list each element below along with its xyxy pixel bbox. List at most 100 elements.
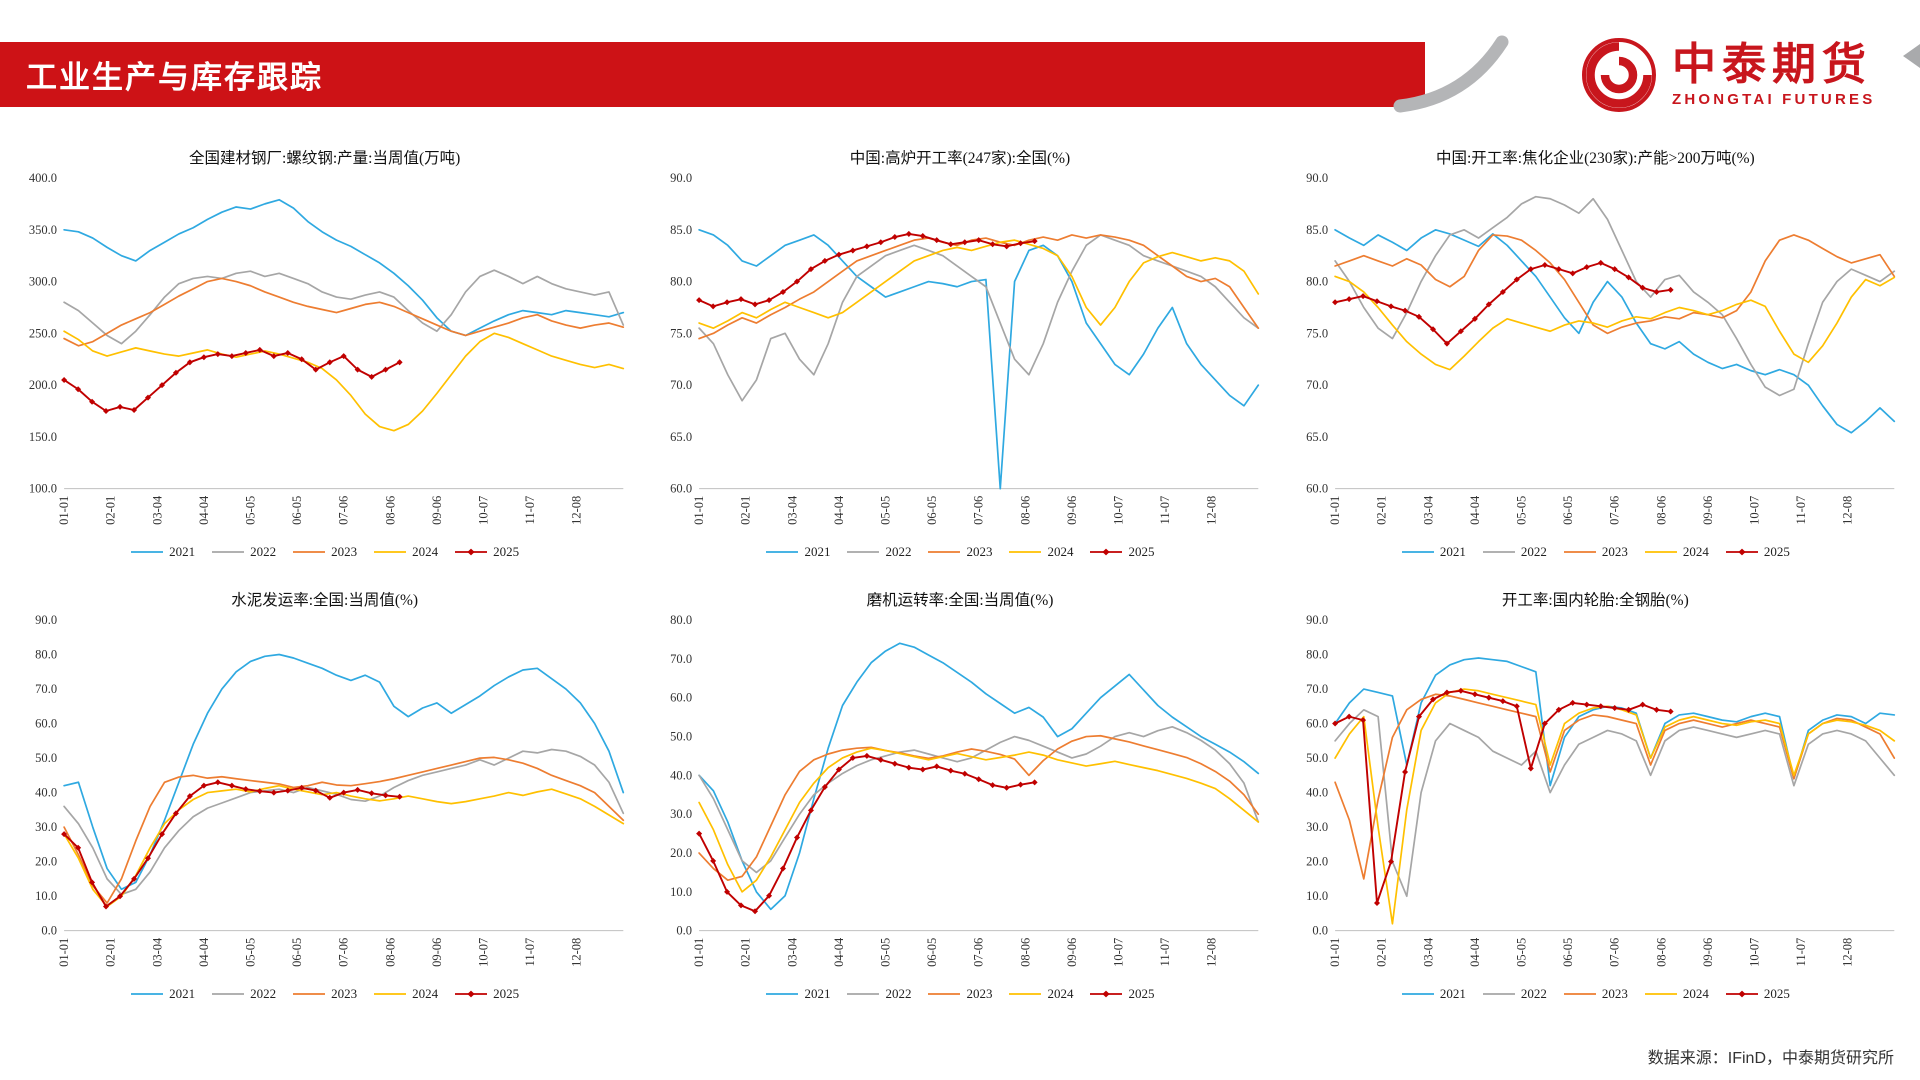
svg-text:40.0: 40.0 xyxy=(35,785,57,799)
legend-label: 2024 xyxy=(1047,985,1074,1001)
legend-swatch-icon xyxy=(1090,548,1123,556)
svg-text:02-01: 02-01 xyxy=(104,496,118,525)
chart-plot: 60.0 65.0 70.0 75.0 80.0 85.0 90.0 01-01 02-01 03… xyxy=(1306,171,1895,525)
legend-label: 2023 xyxy=(331,985,358,1001)
legend-item-2021: 2021 xyxy=(765,986,830,1002)
svg-text:07-06: 07-06 xyxy=(337,496,351,525)
legend-label: 2025 xyxy=(1128,543,1155,559)
svg-text:200.0: 200.0 xyxy=(29,378,57,392)
legend-swatch-icon xyxy=(928,992,961,995)
company-logo: 中泰期货 ZHONGTAI FUTURES xyxy=(1580,36,1875,114)
logo-text: 中泰期货 ZHONGTAI FUTURES xyxy=(1672,43,1876,108)
legend-item-2025: 2025 xyxy=(1089,986,1154,1002)
chart-legend: 2021 2022 2023 2024 2025 xyxy=(14,986,635,1002)
svg-text:05-05: 05-05 xyxy=(879,937,893,966)
legend-swatch-icon xyxy=(212,550,245,553)
legend-label: 2024 xyxy=(412,985,439,1001)
svg-text:0.0: 0.0 xyxy=(1312,923,1328,937)
svg-text:20.0: 20.0 xyxy=(1306,854,1328,868)
svg-text:03-04: 03-04 xyxy=(1421,937,1435,967)
svg-text:40.0: 40.0 xyxy=(671,768,693,782)
chart-title: 中国:高炉开工率(247家):全国(%) xyxy=(849,150,1071,167)
legend-item-2022: 2022 xyxy=(846,544,911,560)
svg-text:07-06: 07-06 xyxy=(972,496,986,525)
svg-text:11-07: 11-07 xyxy=(1794,496,1808,525)
chart-plot: 0.0 10.0 20.0 30.0 40.0 50.0 60.0 70.0 80.0 90.0 0… xyxy=(1306,613,1895,967)
svg-text:09-06: 09-06 xyxy=(1065,496,1079,525)
chart-title: 全国建材钢厂:螺纹钢:产量:当周值(万吨) xyxy=(189,150,461,167)
legend-swatch-icon xyxy=(1725,990,1758,997)
svg-text:20.0: 20.0 xyxy=(671,846,693,860)
svg-text:100.0: 100.0 xyxy=(29,482,57,496)
legend-label: 2021 xyxy=(169,985,196,1001)
legend-label: 2025 xyxy=(1763,543,1790,559)
svg-text:05-05: 05-05 xyxy=(1514,937,1528,966)
svg-text:02-01: 02-01 xyxy=(739,937,753,966)
legend-swatch-icon xyxy=(1725,548,1758,556)
svg-text:05-05: 05-05 xyxy=(244,937,258,966)
svg-text:09-06: 09-06 xyxy=(1065,937,1079,966)
legend-label: 2024 xyxy=(1682,543,1709,559)
svg-text:06-05: 06-05 xyxy=(1561,496,1575,525)
svg-text:50.0: 50.0 xyxy=(671,729,693,743)
legend-label: 2024 xyxy=(1682,985,1709,1001)
charts-grid: 全国建材钢厂:螺纹钢:产量:当周值(万吨) 100.0 150.0 200.0 250… xyxy=(14,146,1906,1002)
chart-tire-operating-rate: 开工率:国内轮胎:全钢胎(%) 0.0 10.0 20.0 30.0 40.0 50.0 6… xyxy=(1285,588,1906,1002)
legend-label: 2021 xyxy=(804,543,831,559)
svg-text:0.0: 0.0 xyxy=(41,923,57,937)
legend-item-2021: 2021 xyxy=(1401,986,1466,1002)
legend-label: 2021 xyxy=(1439,543,1466,559)
svg-text:07-06: 07-06 xyxy=(972,937,986,966)
legend-label: 2021 xyxy=(804,985,831,1001)
svg-text:08-06: 08-06 xyxy=(1654,496,1668,525)
svg-text:30.0: 30.0 xyxy=(671,807,693,821)
chart-title: 开工率:国内轮胎:全钢胎(%) xyxy=(1501,591,1689,609)
svg-text:03-04: 03-04 xyxy=(786,937,800,967)
svg-text:90.0: 90.0 xyxy=(1306,613,1328,627)
legend-label: 2022 xyxy=(1520,985,1547,1001)
svg-text:06-05: 06-05 xyxy=(290,496,304,525)
legend-label: 2024 xyxy=(412,543,439,559)
svg-text:65.0: 65.0 xyxy=(1306,430,1328,444)
legend-item-2021: 2021 xyxy=(130,544,195,560)
legend-swatch-icon xyxy=(1009,550,1042,553)
legend-item-2024: 2024 xyxy=(1644,986,1709,1002)
source-note: 数据来源：IFinD，中泰期货研究所 xyxy=(1647,1050,1894,1067)
legend-swatch-icon xyxy=(766,550,799,553)
legend-item-2025: 2025 xyxy=(454,544,519,560)
legend-item-2023: 2023 xyxy=(1563,986,1628,1002)
svg-text:01-01: 01-01 xyxy=(1328,496,1342,525)
svg-text:03-04: 03-04 xyxy=(786,495,800,525)
legend-label: 2025 xyxy=(493,985,520,1001)
svg-text:08-06: 08-06 xyxy=(1654,937,1668,966)
chart-title: 水泥发运率:全国:当周值(%) xyxy=(231,591,419,609)
chart-blast-furnace-rate: 中国:高炉开工率(247家):全国(%) 60.0 65.0 70.0 75.0 80.… xyxy=(649,146,1270,560)
chart-plot: 0.0 10.0 20.0 30.0 40.0 50.0 60.0 70.0 80.0 90.0 0… xyxy=(35,613,625,967)
svg-text:07-06: 07-06 xyxy=(1607,937,1621,966)
svg-text:10-07: 10-07 xyxy=(477,937,491,966)
svg-text:300.0: 300.0 xyxy=(29,275,57,289)
svg-text:90.0: 90.0 xyxy=(1306,171,1328,185)
legend-label: 2023 xyxy=(1601,543,1628,559)
svg-text:09-06: 09-06 xyxy=(1701,496,1715,525)
svg-text:40.0: 40.0 xyxy=(1306,785,1328,799)
svg-text:60.0: 60.0 xyxy=(35,716,57,730)
svg-text:01-01: 01-01 xyxy=(1328,937,1342,966)
legend-swatch-icon xyxy=(847,992,880,995)
legend-item-2024: 2024 xyxy=(1008,544,1073,560)
svg-text:11-07: 11-07 xyxy=(523,937,537,966)
legend-label: 2021 xyxy=(169,543,196,559)
svg-text:10.0: 10.0 xyxy=(1306,889,1328,903)
logo-text-en: ZHONGTAI FUTURES xyxy=(1672,91,1876,108)
legend-swatch-icon xyxy=(374,992,407,995)
svg-text:12-08: 12-08 xyxy=(1840,496,1854,525)
svg-text:80.0: 80.0 xyxy=(35,647,57,661)
svg-text:350.0: 350.0 xyxy=(29,223,57,237)
svg-text:06-05: 06-05 xyxy=(925,496,939,525)
svg-text:06-05: 06-05 xyxy=(290,937,304,966)
svg-text:12-08: 12-08 xyxy=(1205,937,1219,966)
chart-legend: 2021 2022 2023 2024 2025 xyxy=(1285,544,1906,560)
legend-label: 2023 xyxy=(331,543,358,559)
legend-item-2021: 2021 xyxy=(765,544,830,560)
legend-swatch-icon xyxy=(1644,550,1677,553)
